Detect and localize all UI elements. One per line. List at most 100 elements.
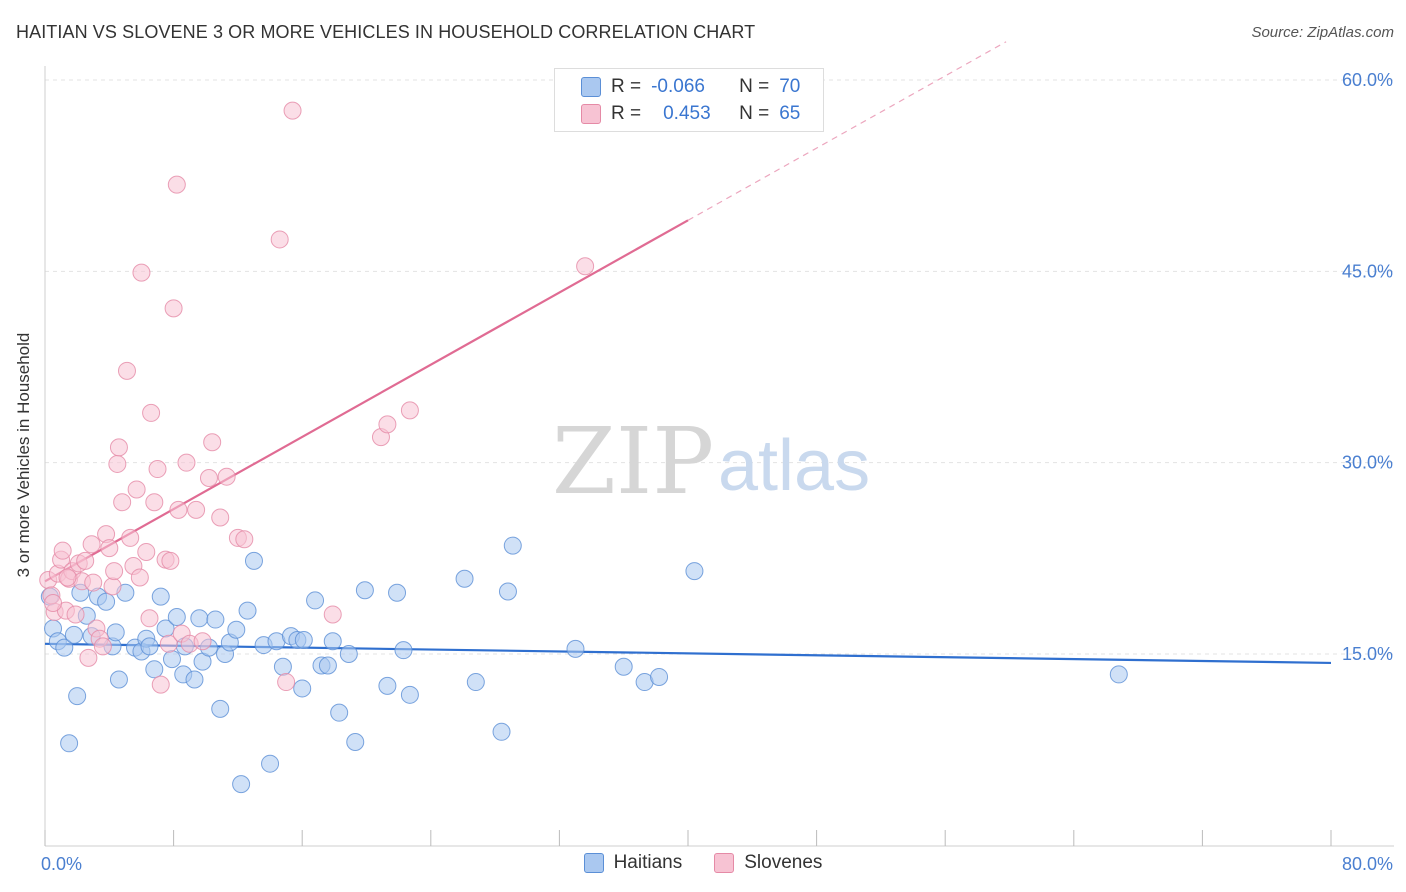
slovene-point xyxy=(145,493,164,512)
slovene-point xyxy=(82,535,101,554)
slovenes-swatch xyxy=(581,104,601,124)
slovene-point xyxy=(108,454,127,473)
slovene-point xyxy=(323,605,342,624)
haitian-point xyxy=(238,601,257,620)
haitian-point xyxy=(55,638,74,657)
haitian-point xyxy=(261,754,280,773)
slovene-point xyxy=(177,453,196,472)
haitian-point xyxy=(140,637,159,656)
slovene-point xyxy=(121,528,140,547)
slovene-point xyxy=(113,493,132,512)
slovene-point xyxy=(103,577,122,596)
watermark-zip: ZIP xyxy=(552,408,714,515)
slovene-point xyxy=(283,101,302,120)
slovene-point xyxy=(105,562,124,581)
haitian-point xyxy=(323,632,342,651)
haitian-point xyxy=(503,536,522,555)
slovene-point xyxy=(100,539,119,558)
haitian-point xyxy=(614,657,633,676)
y-tick-label: 30.0% xyxy=(1342,453,1393,473)
slovene-point xyxy=(576,257,595,276)
haitians-swatch xyxy=(581,77,601,97)
slovene-point xyxy=(44,593,63,612)
legend-row-slovenes: R = 0.453 N = 65 xyxy=(581,102,800,126)
legend-n-value: 70 xyxy=(779,76,801,97)
slovene-point xyxy=(235,530,254,549)
slovene-point xyxy=(203,433,222,452)
haitian-point xyxy=(466,673,485,692)
slovene-point xyxy=(378,415,397,434)
axes xyxy=(44,66,1394,847)
slovene-point xyxy=(66,605,85,624)
slovene-point xyxy=(142,403,161,422)
slovene-point xyxy=(217,467,236,486)
watermark-atlas: atlas xyxy=(718,426,870,506)
slovene-point xyxy=(132,263,151,282)
legend-item-slovenes[interactable]: Slovenes xyxy=(714,852,822,874)
legend-item-haitians[interactable]: Haitians xyxy=(583,852,683,874)
legend-r-value: -0.066 xyxy=(651,76,705,97)
slovene-point xyxy=(84,573,103,592)
haitian-point xyxy=(388,583,407,602)
slovene-trend-extension xyxy=(687,41,1007,221)
x-tick-label: 80.0% xyxy=(1342,854,1393,874)
haitian-point xyxy=(394,641,413,660)
haitian-point xyxy=(566,639,585,658)
haitian-point xyxy=(273,657,292,676)
haitian-point xyxy=(244,551,263,570)
slovene-point xyxy=(193,632,212,651)
haitian-point xyxy=(346,733,365,752)
y-tick-label: 45.0% xyxy=(1342,261,1393,281)
haitian-point xyxy=(162,650,181,669)
slovenes-swatch xyxy=(714,853,735,873)
haitian-point xyxy=(106,623,125,642)
slovene-point xyxy=(270,230,289,249)
legend-n-value: 65 xyxy=(779,103,801,124)
haitian-point xyxy=(232,775,251,794)
slovene-point xyxy=(137,542,156,561)
slovene-trend-line xyxy=(44,219,689,583)
slovene-point xyxy=(277,673,296,692)
slovene-point xyxy=(58,568,77,587)
slovene-point xyxy=(164,299,183,318)
slovene-point xyxy=(140,609,159,628)
haitian-point xyxy=(492,722,511,741)
haitian-point xyxy=(318,656,337,675)
slovene-point xyxy=(161,551,180,570)
slovene-point xyxy=(148,460,167,479)
haitian-point xyxy=(211,699,230,718)
haitian-point xyxy=(151,587,170,606)
legend-row-haitians: R = -0.066 N = 70 xyxy=(581,75,800,99)
x-tick-label: 0.0% xyxy=(41,854,82,874)
haitians-swatch xyxy=(583,853,604,873)
haitian-point xyxy=(355,581,374,600)
slovene-point xyxy=(400,401,419,420)
slovene-point xyxy=(151,675,170,694)
slovene-point xyxy=(117,361,136,380)
slovene-point xyxy=(169,500,188,519)
haitian-point xyxy=(190,609,209,628)
y-tick-label: 60.0% xyxy=(1342,70,1393,90)
haitian-point xyxy=(339,645,358,663)
haitian-point xyxy=(685,562,704,581)
haitian-point xyxy=(294,630,313,649)
haitian-point xyxy=(306,591,325,610)
gridlines xyxy=(45,79,1394,655)
data-points xyxy=(39,101,1128,794)
series-legend: Haitians Slovenes xyxy=(0,852,1406,874)
slovene-point xyxy=(93,637,112,656)
slovene-point xyxy=(187,500,206,519)
haitian-point xyxy=(206,610,225,629)
haitian-point xyxy=(97,592,116,611)
slovene-point xyxy=(109,438,128,457)
haitian-point xyxy=(293,679,312,698)
haitian-point xyxy=(1109,665,1128,684)
haitian-point xyxy=(68,687,87,706)
slovene-point xyxy=(127,480,146,499)
slovene-point xyxy=(130,568,149,587)
slovene-point xyxy=(159,634,178,653)
legend-item-label: Haitians xyxy=(613,852,683,873)
watermark: ZIP atlas xyxy=(552,408,870,515)
haitian-point xyxy=(650,667,669,686)
